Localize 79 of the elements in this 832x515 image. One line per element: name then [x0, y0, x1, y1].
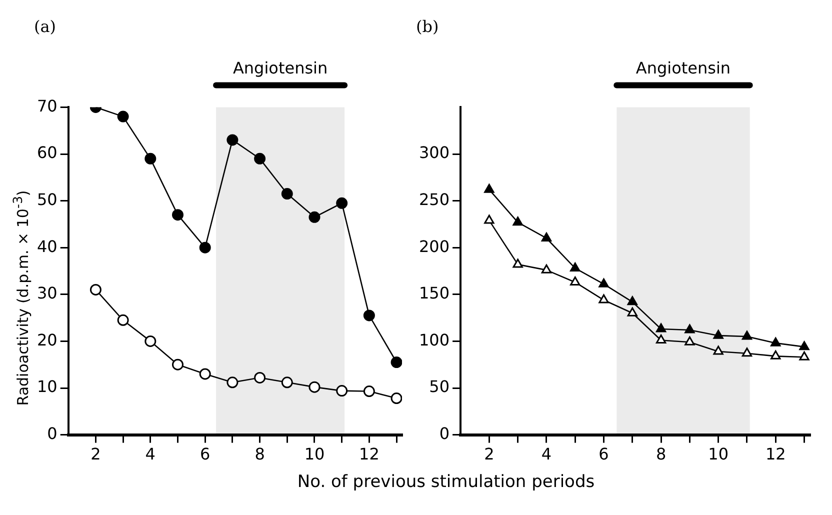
point	[336, 197, 348, 209]
x-tick-label: 4	[145, 444, 156, 464]
point	[281, 376, 293, 388]
point	[199, 242, 211, 254]
point	[172, 358, 184, 370]
x-tick-label: 4	[541, 444, 552, 464]
x-tick-label: 12	[765, 444, 786, 464]
point	[484, 214, 494, 224]
point	[541, 232, 552, 242]
y-tick-label: 0	[439, 424, 450, 443]
y-tick-label: 10	[37, 377, 58, 396]
point	[770, 337, 781, 346]
y-tick-label: 150	[418, 284, 450, 303]
point	[598, 278, 609, 288]
point	[144, 335, 156, 347]
point	[627, 307, 638, 316]
point	[226, 376, 238, 388]
point	[254, 152, 266, 164]
y-tick-label: 70	[37, 96, 58, 116]
x-tick-label: 6	[200, 444, 210, 464]
point	[512, 216, 523, 226]
point	[254, 372, 266, 384]
y-tick-label: 200	[418, 236, 450, 256]
point	[684, 324, 695, 334]
x-tick-label: 8	[656, 444, 666, 464]
y-tick-label: 50	[37, 190, 58, 209]
point	[770, 350, 781, 360]
point	[627, 296, 638, 306]
point	[656, 334, 666, 344]
x-tick-label: 8	[254, 444, 265, 464]
x-tick-label: 2	[90, 444, 101, 464]
point	[512, 258, 523, 268]
point	[484, 184, 494, 193]
y-tick-label: 40	[37, 236, 58, 256]
y-tick-label: 20	[37, 330, 58, 350]
x-tick-label: 12	[359, 444, 380, 464]
point	[336, 385, 348, 397]
point	[226, 134, 238, 146]
point	[281, 188, 293, 200]
point	[363, 386, 375, 398]
y-tick-label: 300	[418, 143, 450, 162]
point	[117, 314, 129, 326]
point	[570, 276, 580, 286]
y-tick-label: 30	[37, 284, 58, 303]
y-tick-label: 0	[47, 424, 58, 443]
point	[172, 209, 184, 221]
point	[799, 351, 810, 360]
chart-title: (b)	[416, 16, 439, 36]
point	[199, 368, 211, 380]
x-tick-label: 6	[598, 444, 609, 464]
point	[308, 381, 320, 393]
point	[598, 294, 609, 304]
point	[742, 330, 752, 340]
x-tick-label: 10	[708, 444, 729, 464]
point	[570, 262, 580, 272]
band-label: Angiotensin	[636, 58, 731, 78]
point	[541, 264, 552, 274]
point	[390, 392, 402, 404]
y-tick-label: 50	[429, 377, 450, 396]
point	[684, 336, 695, 346]
y-tick-label: 100	[418, 330, 450, 350]
x-tick-label: 10	[304, 444, 325, 464]
point	[799, 341, 810, 350]
point	[656, 323, 666, 332]
y-tick-label: 250	[418, 190, 450, 209]
point	[144, 152, 156, 164]
y-tick-label: 60	[37, 143, 58, 162]
band-label: Angiotensin	[232, 58, 328, 78]
point	[363, 310, 375, 322]
point	[713, 346, 724, 355]
point	[390, 356, 402, 368]
x-axis-title: No. of previous stimulation periods	[296, 472, 596, 492]
x-tick-label: 2	[484, 444, 494, 464]
point	[713, 330, 724, 339]
point	[742, 348, 752, 357]
point	[308, 211, 320, 223]
point	[117, 110, 129, 122]
chart-title: (a)	[34, 16, 56, 36]
point	[90, 284, 102, 296]
